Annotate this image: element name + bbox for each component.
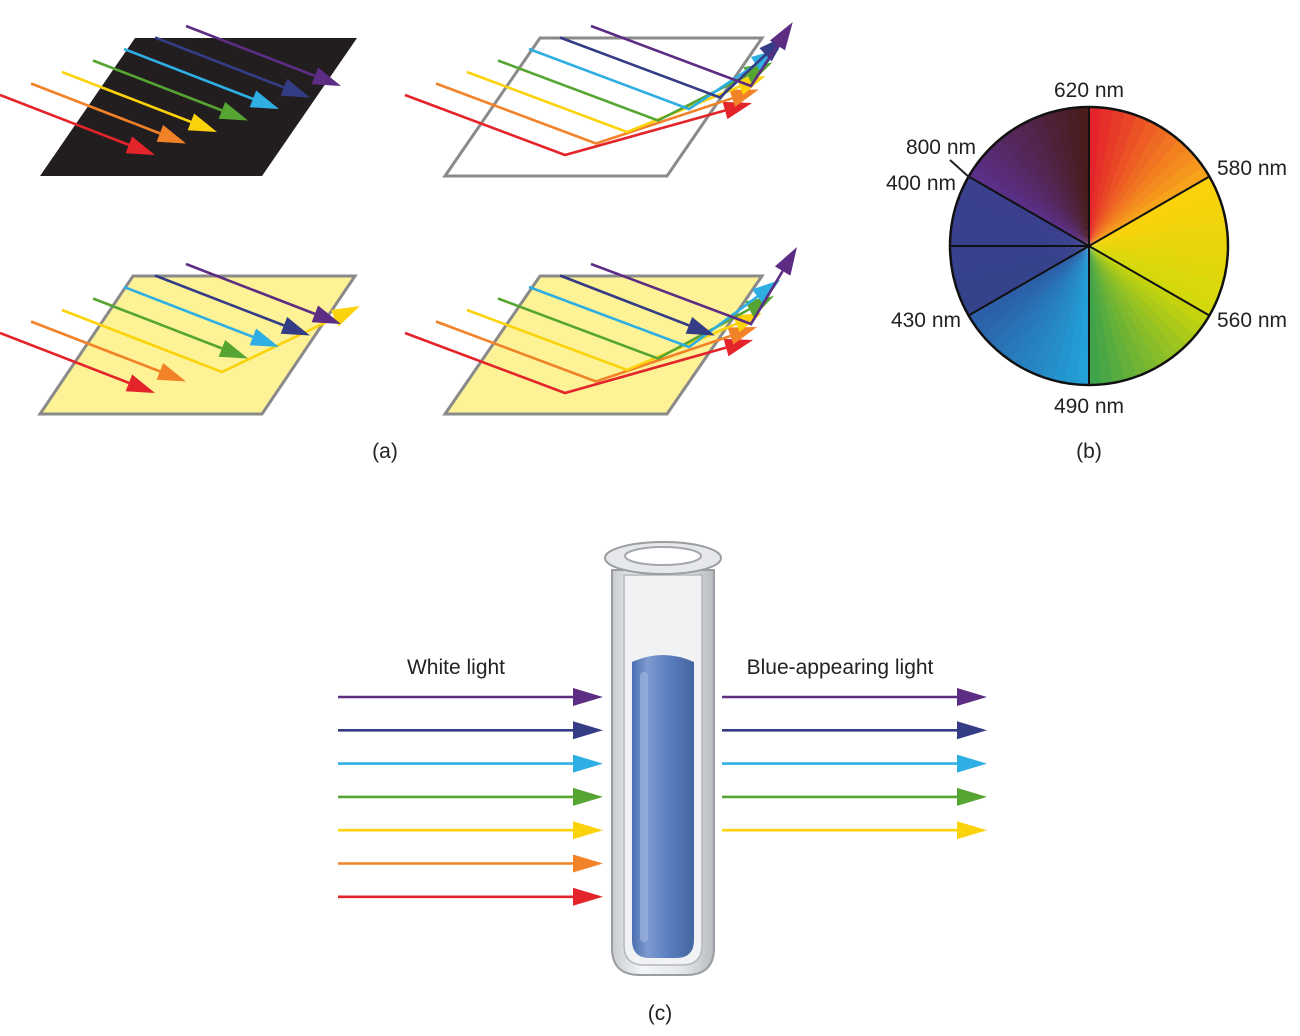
incoming-ray-yellow bbox=[338, 821, 603, 840]
tube-opening bbox=[624, 546, 702, 566]
ray-yellow-reflected-yellow bbox=[61, 306, 360, 374]
ray-orange-reflected-white bbox=[435, 82, 759, 145]
wavelength-labels: 620 nm 580 nm 560 nm 490 nm 430 nm 400 n… bbox=[886, 79, 1287, 418]
divider-400nm bbox=[968, 175, 1090, 247]
outgoing-ray-green bbox=[722, 787, 987, 806]
label-560nm: 560 nm bbox=[1217, 309, 1287, 332]
panel-a-light-rays bbox=[0, 22, 797, 395]
panel-c-caption: (c) bbox=[648, 1002, 673, 1025]
incoming-ray-red bbox=[338, 887, 603, 906]
outgoing-ray-violet bbox=[722, 688, 987, 706]
color-wheel bbox=[948, 105, 1230, 387]
label-800nm: 800 nm bbox=[906, 136, 976, 159]
incoming-ray-blue bbox=[338, 754, 603, 773]
divider-580nm bbox=[1088, 175, 1210, 247]
incoming-ray-green bbox=[338, 787, 603, 806]
outgoing-ray-blue bbox=[722, 754, 987, 773]
ray-green-absorbed-yellow bbox=[92, 297, 248, 359]
panel-b-color-wheel: 620 nm 580 nm 560 nm 490 nm 430 nm 400 n… bbox=[886, 79, 1287, 463]
ray-blue-absorbed-black bbox=[123, 47, 279, 109]
ray-indigo-absorbed-yellow bbox=[154, 274, 310, 336]
ray-green-absorbed-black bbox=[92, 59, 248, 121]
ray-red-reflected-panel4 bbox=[404, 331, 753, 395]
incoming-ray-indigo bbox=[338, 721, 603, 740]
outgoing-ray-yellow bbox=[722, 821, 987, 840]
label-620nm: 620 nm bbox=[1054, 79, 1124, 102]
label-490nm: 490 nm bbox=[1054, 395, 1124, 418]
ray-violet-absorbed-black bbox=[185, 24, 341, 86]
panel-c-light-rays bbox=[338, 688, 987, 906]
white-surface bbox=[442, 36, 765, 178]
incoming-ray-violet bbox=[338, 688, 603, 706]
outgoing-ray-indigo bbox=[722, 721, 987, 740]
color-wheel-fill bbox=[950, 107, 1228, 385]
ray-violet-absorbed-yellow bbox=[185, 262, 341, 324]
label-800nm-leader bbox=[949, 159, 971, 179]
ray-red-reflected-white bbox=[404, 93, 752, 157]
panel-b-caption: (b) bbox=[1076, 440, 1102, 463]
liquid-highlight bbox=[640, 672, 648, 942]
divider-560nm bbox=[1088, 245, 1210, 317]
color-wheel-rim bbox=[948, 105, 1230, 387]
white-light-label: White light bbox=[407, 656, 505, 679]
ray-indigo-absorbed-panel4 bbox=[559, 274, 715, 336]
black-surface bbox=[40, 38, 357, 176]
blue-appearing-light-label: Blue-appearing light bbox=[747, 656, 934, 679]
ray-yellow-absorbed-black bbox=[61, 70, 217, 132]
incoming-ray-orange bbox=[338, 854, 603, 873]
yellow-surface-absorbing bbox=[37, 274, 358, 416]
panel-a-surfaces: (a) bbox=[0, 22, 797, 463]
yellow-surface-reflecting bbox=[442, 274, 765, 416]
ray-orange-reflected-panel4 bbox=[435, 320, 757, 383]
ray-orange-absorbed-yellow bbox=[30, 320, 186, 382]
color-wheel-dividers bbox=[950, 107, 1210, 385]
label-400nm: 400 nm bbox=[886, 172, 956, 195]
panel-c-test-tube: White light Blue-appearing light (c) bbox=[338, 541, 987, 1025]
ray-orange-absorbed-black bbox=[30, 82, 186, 144]
ray-indigo-absorbed-black bbox=[154, 36, 310, 98]
divider-430nm bbox=[968, 245, 1090, 317]
ray-red-absorbed-black bbox=[0, 93, 155, 155]
panel-a-caption: (a) bbox=[372, 440, 398, 463]
ray-violet-reflected-panel4 bbox=[590, 247, 797, 326]
ray-red-absorbed-yellow bbox=[0, 331, 155, 393]
test-tube bbox=[604, 541, 722, 976]
label-580nm: 580 nm bbox=[1217, 157, 1287, 180]
ray-blue-absorbed-yellow bbox=[123, 285, 279, 347]
ray-violet-reflected-white bbox=[590, 22, 793, 88]
label-430nm: 430 nm bbox=[891, 309, 961, 332]
